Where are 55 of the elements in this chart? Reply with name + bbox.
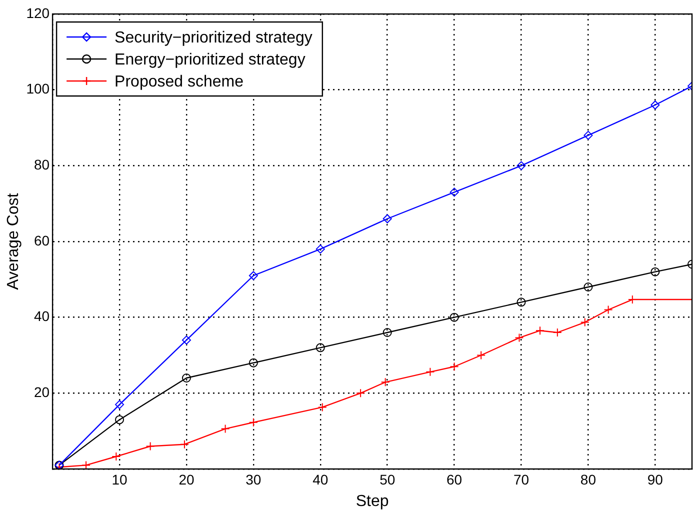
point xyxy=(552,328,562,337)
x-tick-label: 60 xyxy=(446,471,462,488)
point xyxy=(514,333,524,342)
point xyxy=(426,367,435,376)
x-tick-label: 40 xyxy=(312,471,328,488)
point xyxy=(580,318,590,327)
point xyxy=(115,415,124,424)
legend-label: Security−prioritized strategy xyxy=(114,29,312,46)
point xyxy=(318,402,327,412)
y-tick-label: 40 xyxy=(34,308,50,324)
x-tick-label: 70 xyxy=(513,471,530,488)
point xyxy=(382,214,392,224)
legend-label: Energy−prioritized strategy xyxy=(114,51,306,68)
x-tick-label: 30 xyxy=(246,471,262,488)
point xyxy=(450,188,459,197)
point xyxy=(450,312,459,322)
point xyxy=(248,271,258,280)
x-axis-title: Step xyxy=(356,492,389,510)
y-tick-label: 60 xyxy=(34,232,50,248)
y-axis-title: Average Cost xyxy=(5,192,22,290)
point xyxy=(316,343,325,352)
x-tick-label: 50 xyxy=(380,471,396,488)
point xyxy=(536,326,545,336)
point xyxy=(248,418,258,427)
point xyxy=(380,378,390,387)
point xyxy=(584,282,593,292)
point xyxy=(182,336,191,345)
point xyxy=(516,298,526,307)
point xyxy=(82,460,91,469)
point xyxy=(248,358,258,368)
point xyxy=(476,350,486,360)
point xyxy=(182,374,191,382)
point xyxy=(356,388,366,398)
x-tick-label: 20 xyxy=(178,471,194,488)
x-tick-label: 80 xyxy=(580,471,596,488)
point xyxy=(316,244,325,254)
x-tick-label: 10 xyxy=(112,471,128,488)
y-tick-label: 100 xyxy=(26,80,50,97)
point xyxy=(650,100,660,110)
point xyxy=(450,362,459,372)
point xyxy=(584,130,593,140)
point xyxy=(220,424,230,434)
x-tick-label: 90 xyxy=(647,471,664,488)
y-tick-label: 120 xyxy=(26,4,50,21)
point xyxy=(180,440,189,449)
point xyxy=(382,328,392,337)
point xyxy=(112,452,121,461)
point xyxy=(115,400,124,410)
point xyxy=(650,267,660,276)
point xyxy=(516,161,526,170)
point xyxy=(146,442,155,451)
legend-label: Proposed scheme xyxy=(114,73,244,90)
point xyxy=(604,305,613,314)
y-tick-label: 80 xyxy=(34,156,50,173)
y-tick-label: 20 xyxy=(34,384,50,400)
